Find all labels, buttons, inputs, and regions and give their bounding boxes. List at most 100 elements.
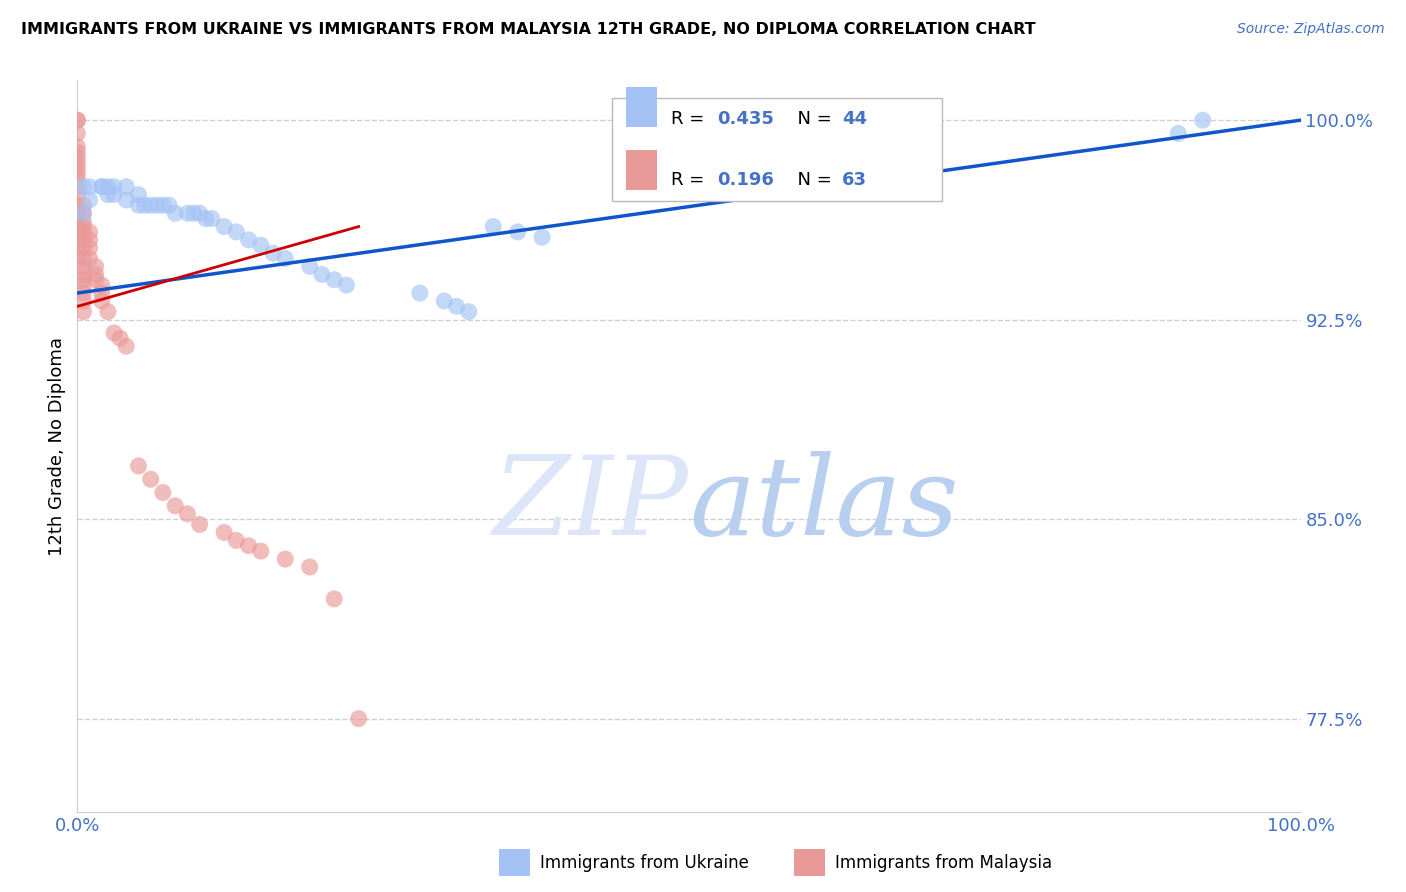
Point xyxy=(212,219,235,234)
Point xyxy=(238,233,260,247)
Text: Immigrants from Malaysia: Immigrants from Malaysia xyxy=(835,854,1052,871)
Point xyxy=(457,304,479,318)
Point xyxy=(165,206,187,220)
Point xyxy=(176,507,198,521)
Point xyxy=(262,246,284,260)
Point xyxy=(97,304,120,318)
Point xyxy=(531,230,554,244)
Text: R =: R = xyxy=(671,110,710,128)
Point xyxy=(90,278,112,293)
Point xyxy=(115,339,138,353)
Point xyxy=(152,198,174,212)
Point xyxy=(127,187,149,202)
Point xyxy=(183,206,205,220)
Point xyxy=(66,252,89,266)
Point xyxy=(66,171,89,186)
Point xyxy=(115,193,138,207)
Point xyxy=(72,219,94,234)
Point xyxy=(212,525,235,540)
Point xyxy=(97,187,120,202)
Text: IMMIGRANTS FROM UKRAINE VS IMMIGRANTS FROM MALAYSIA 12TH GRADE, NO DIPLOMA CORRE: IMMIGRANTS FROM UKRAINE VS IMMIGRANTS FR… xyxy=(21,22,1036,37)
Point xyxy=(139,472,162,486)
Point xyxy=(72,268,94,282)
Point xyxy=(84,268,107,282)
Point xyxy=(72,241,94,255)
Point xyxy=(72,179,94,194)
Point xyxy=(84,273,107,287)
Point xyxy=(103,187,125,202)
Point xyxy=(66,155,89,169)
Point xyxy=(72,273,94,287)
Point xyxy=(201,211,224,226)
Point xyxy=(139,198,162,212)
Point xyxy=(66,233,89,247)
Point xyxy=(103,326,125,340)
Point xyxy=(225,533,247,548)
Point xyxy=(90,179,112,194)
Point xyxy=(66,187,89,202)
Point xyxy=(66,166,89,180)
Point xyxy=(66,225,89,239)
Point xyxy=(506,225,529,239)
Point xyxy=(66,113,89,128)
Point xyxy=(335,278,357,293)
Point xyxy=(433,293,456,308)
Point xyxy=(79,233,101,247)
Point xyxy=(1167,127,1189,141)
Text: Immigrants from Ukraine: Immigrants from Ukraine xyxy=(540,854,749,871)
Point xyxy=(127,198,149,212)
Point xyxy=(90,293,112,308)
Point xyxy=(66,219,89,234)
Point xyxy=(446,299,468,313)
Point xyxy=(66,150,89,164)
Point xyxy=(188,517,211,532)
Point xyxy=(79,252,101,266)
Point xyxy=(134,198,156,212)
Point xyxy=(482,219,505,234)
Point xyxy=(323,591,346,606)
Point xyxy=(72,304,94,318)
Text: Source: ZipAtlas.com: Source: ZipAtlas.com xyxy=(1237,22,1385,37)
Point xyxy=(274,252,297,266)
Point xyxy=(194,211,217,226)
Point xyxy=(66,145,89,160)
Point xyxy=(238,539,260,553)
Y-axis label: 12th Grade, No Diploma: 12th Grade, No Diploma xyxy=(48,336,66,556)
Text: 63: 63 xyxy=(842,171,868,189)
Point xyxy=(66,206,89,220)
Point xyxy=(274,552,297,566)
Point xyxy=(72,206,94,220)
Point xyxy=(66,241,89,255)
Point xyxy=(103,179,125,194)
Text: 0.196: 0.196 xyxy=(717,171,773,189)
Point xyxy=(165,499,187,513)
Text: 44: 44 xyxy=(842,110,868,128)
Point xyxy=(157,198,180,212)
Point xyxy=(66,179,89,194)
Point xyxy=(66,214,89,228)
Point xyxy=(79,241,101,255)
Point xyxy=(298,260,321,274)
Point xyxy=(298,560,321,574)
Point xyxy=(323,273,346,287)
Point xyxy=(1191,113,1213,128)
Point xyxy=(79,193,101,207)
Point xyxy=(250,238,273,252)
Point xyxy=(108,331,131,345)
Point xyxy=(146,198,169,212)
Point xyxy=(72,198,94,212)
Point xyxy=(72,233,94,247)
Point xyxy=(84,260,107,274)
Point xyxy=(66,161,89,175)
Point xyxy=(66,140,89,154)
Point xyxy=(311,268,333,282)
Point xyxy=(115,179,138,194)
Point xyxy=(90,286,112,301)
Point xyxy=(72,225,94,239)
Point xyxy=(66,113,89,128)
Point xyxy=(250,544,273,558)
Point xyxy=(72,260,94,274)
Point xyxy=(79,225,101,239)
Point xyxy=(72,206,94,220)
Point xyxy=(66,198,89,212)
